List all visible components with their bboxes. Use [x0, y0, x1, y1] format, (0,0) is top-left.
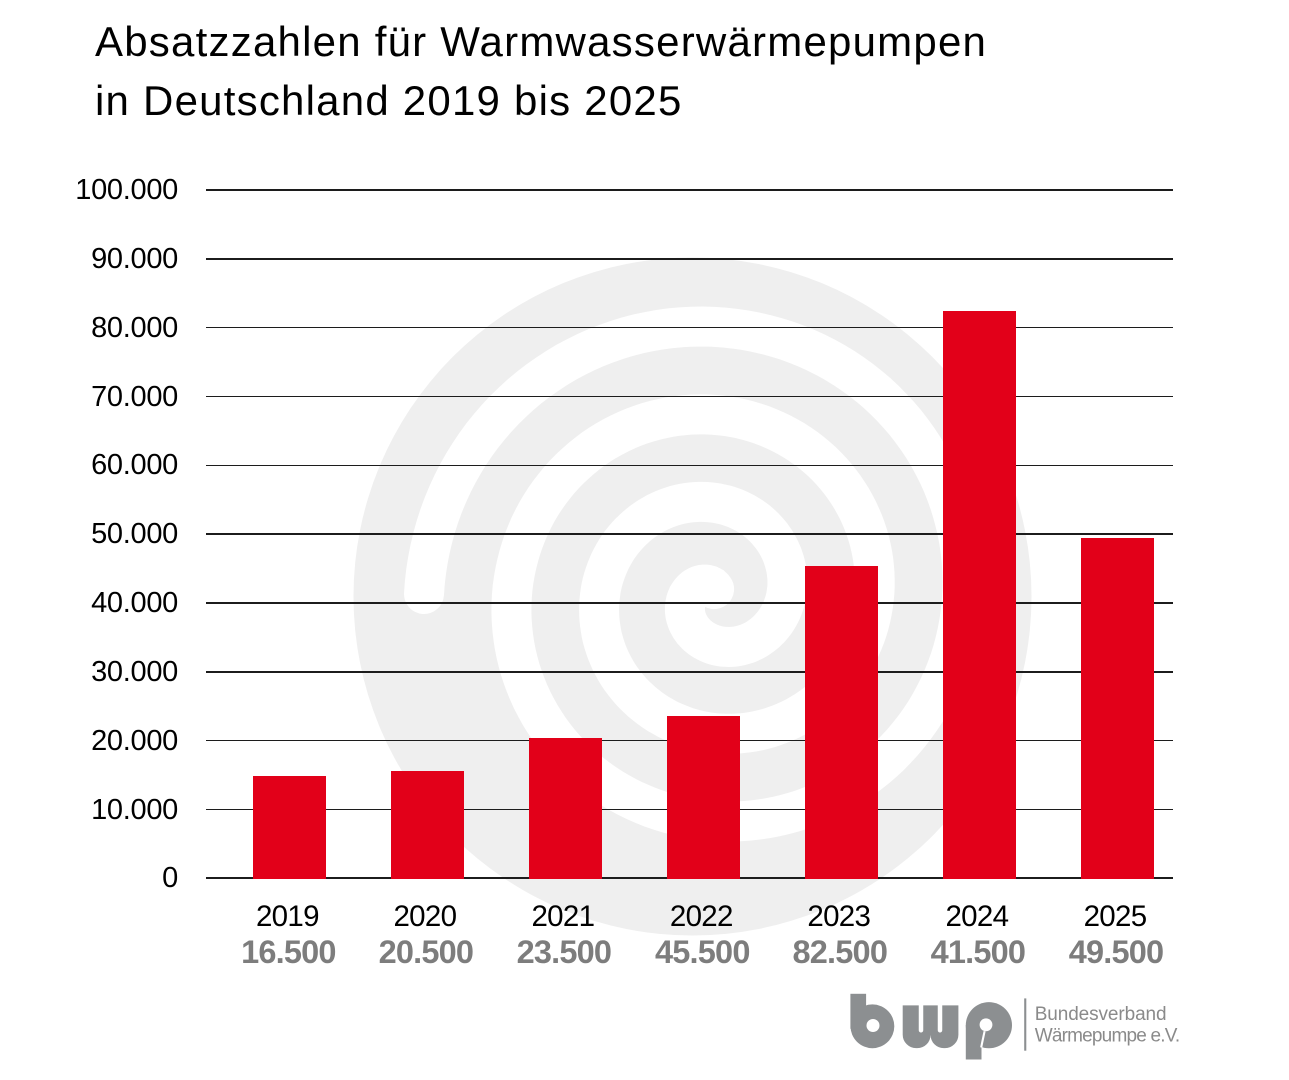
svg-text:Bundesverband: Bundesverband [1035, 1004, 1167, 1025]
svg-text:Wärmepumpe e.V.: Wärmepumpe e.V. [1035, 1026, 1180, 1047]
